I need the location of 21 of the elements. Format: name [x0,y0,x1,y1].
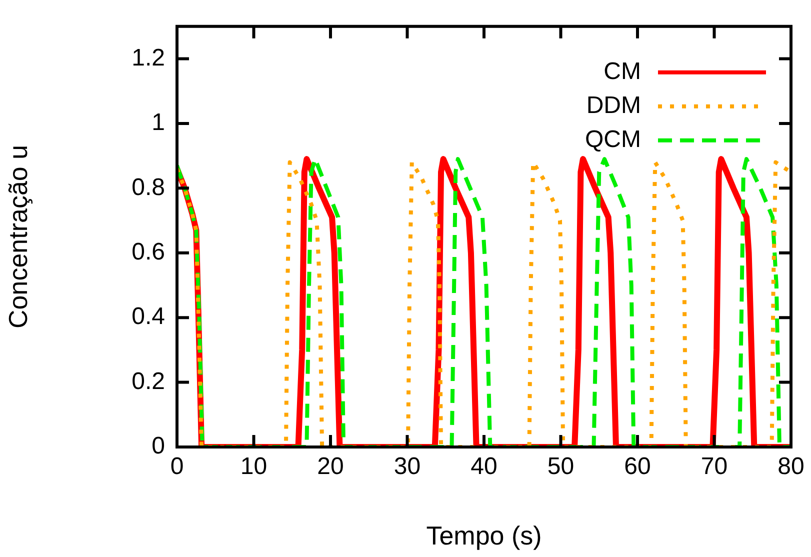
y-tick-label: 0.4 [132,303,165,330]
x-tick-label: 40 [470,453,498,480]
x-tick-label: 0 [170,453,184,480]
y-tick-label: 1 [152,109,165,136]
legend-label: QCM [585,126,641,154]
x-axis-title: Tempo (s) [426,520,542,551]
x-tick-label: 70 [700,453,728,480]
y-tick-label: 1.2 [132,44,165,72]
legend-label: CM [604,58,641,86]
y-axis-title: Concentração u [2,144,33,328]
y-tick-label: 0.8 [132,174,165,201]
x-tick-label: 20 [317,453,344,480]
y-tick-label: 0 [152,432,165,460]
y-tick-label: 0.6 [132,238,165,266]
x-tick-label: 50 [547,453,574,480]
x-tick-label: 10 [240,453,268,480]
x-tick-label: 60 [624,453,651,480]
x-tick-label: 80 [778,453,804,480]
y-tick-label: 0.2 [132,368,165,395]
x-tick-label: 30 [394,453,421,480]
legend-label: DDM [586,92,641,120]
